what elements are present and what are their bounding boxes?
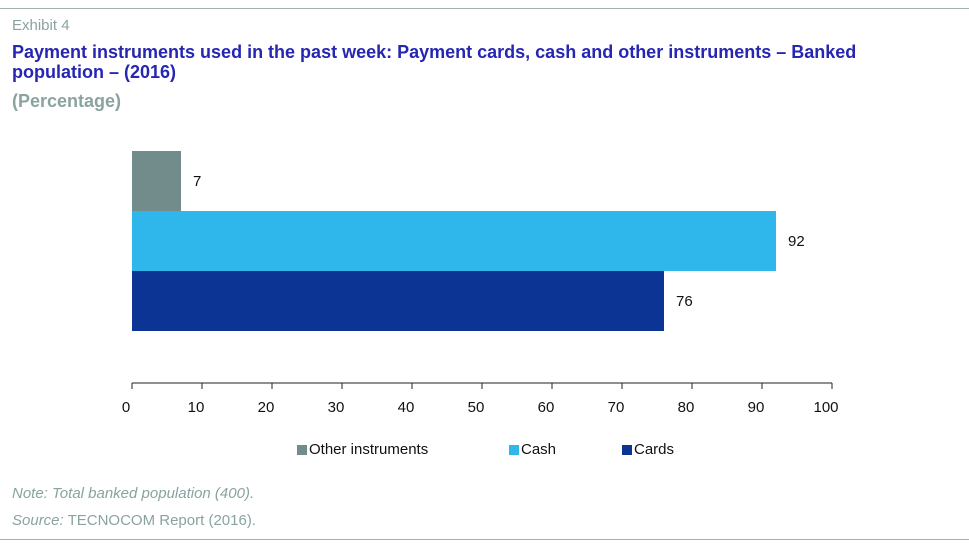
x-tick-label-10: 10	[188, 399, 205, 416]
legend-label-cards: Cards	[634, 441, 675, 458]
source-label: Source:	[12, 512, 64, 529]
legend-swatch-cards	[622, 444, 632, 455]
legend-swatch-other	[297, 444, 307, 455]
legend-item-other: Other instruments	[297, 441, 428, 458]
exhibit-label: Exhibit 4	[12, 17, 70, 34]
top-rule	[0, 8, 969, 9]
x-tick-label-0: 0	[122, 399, 130, 416]
x-tick-label-60: 60	[538, 399, 555, 416]
x-tick-label-90: 90	[748, 399, 765, 416]
x-tick-label-40: 40	[398, 399, 415, 416]
data-label-other-instruments: 7	[193, 173, 201, 190]
bar-cash	[132, 211, 776, 271]
footnote: Note: Total banked population (400).	[12, 485, 255, 502]
bar-other-instruments	[132, 151, 181, 211]
data-label-cash: 92	[788, 233, 805, 250]
source-line: Source: TECNOCOM Report (2016).	[12, 512, 256, 529]
source-text: TECNOCOM Report (2016).	[63, 512, 256, 529]
legend-item-cash: Cash	[509, 441, 556, 458]
x-tick-label-20: 20	[258, 399, 275, 416]
legend-label-other: Other instruments	[309, 441, 429, 458]
x-tick-label-50: 50	[468, 399, 485, 416]
x-tick-label-100: 100	[813, 399, 838, 416]
x-tick-label-80: 80	[678, 399, 695, 416]
chart-subtitle: (Percentage)	[12, 91, 122, 111]
legend-swatch-cash	[509, 444, 519, 455]
bar-cards	[132, 271, 664, 331]
chart-title: Payment instruments used in the past wee…	[12, 42, 857, 82]
legend-label-cash: Cash	[521, 441, 557, 458]
bottom-rule	[0, 539, 969, 540]
legend-item-cards: Cards	[622, 441, 674, 458]
x-tick-label-70: 70	[608, 399, 625, 416]
x-tick-label-30: 30	[328, 399, 345, 416]
data-label-cards: 76	[676, 293, 693, 310]
